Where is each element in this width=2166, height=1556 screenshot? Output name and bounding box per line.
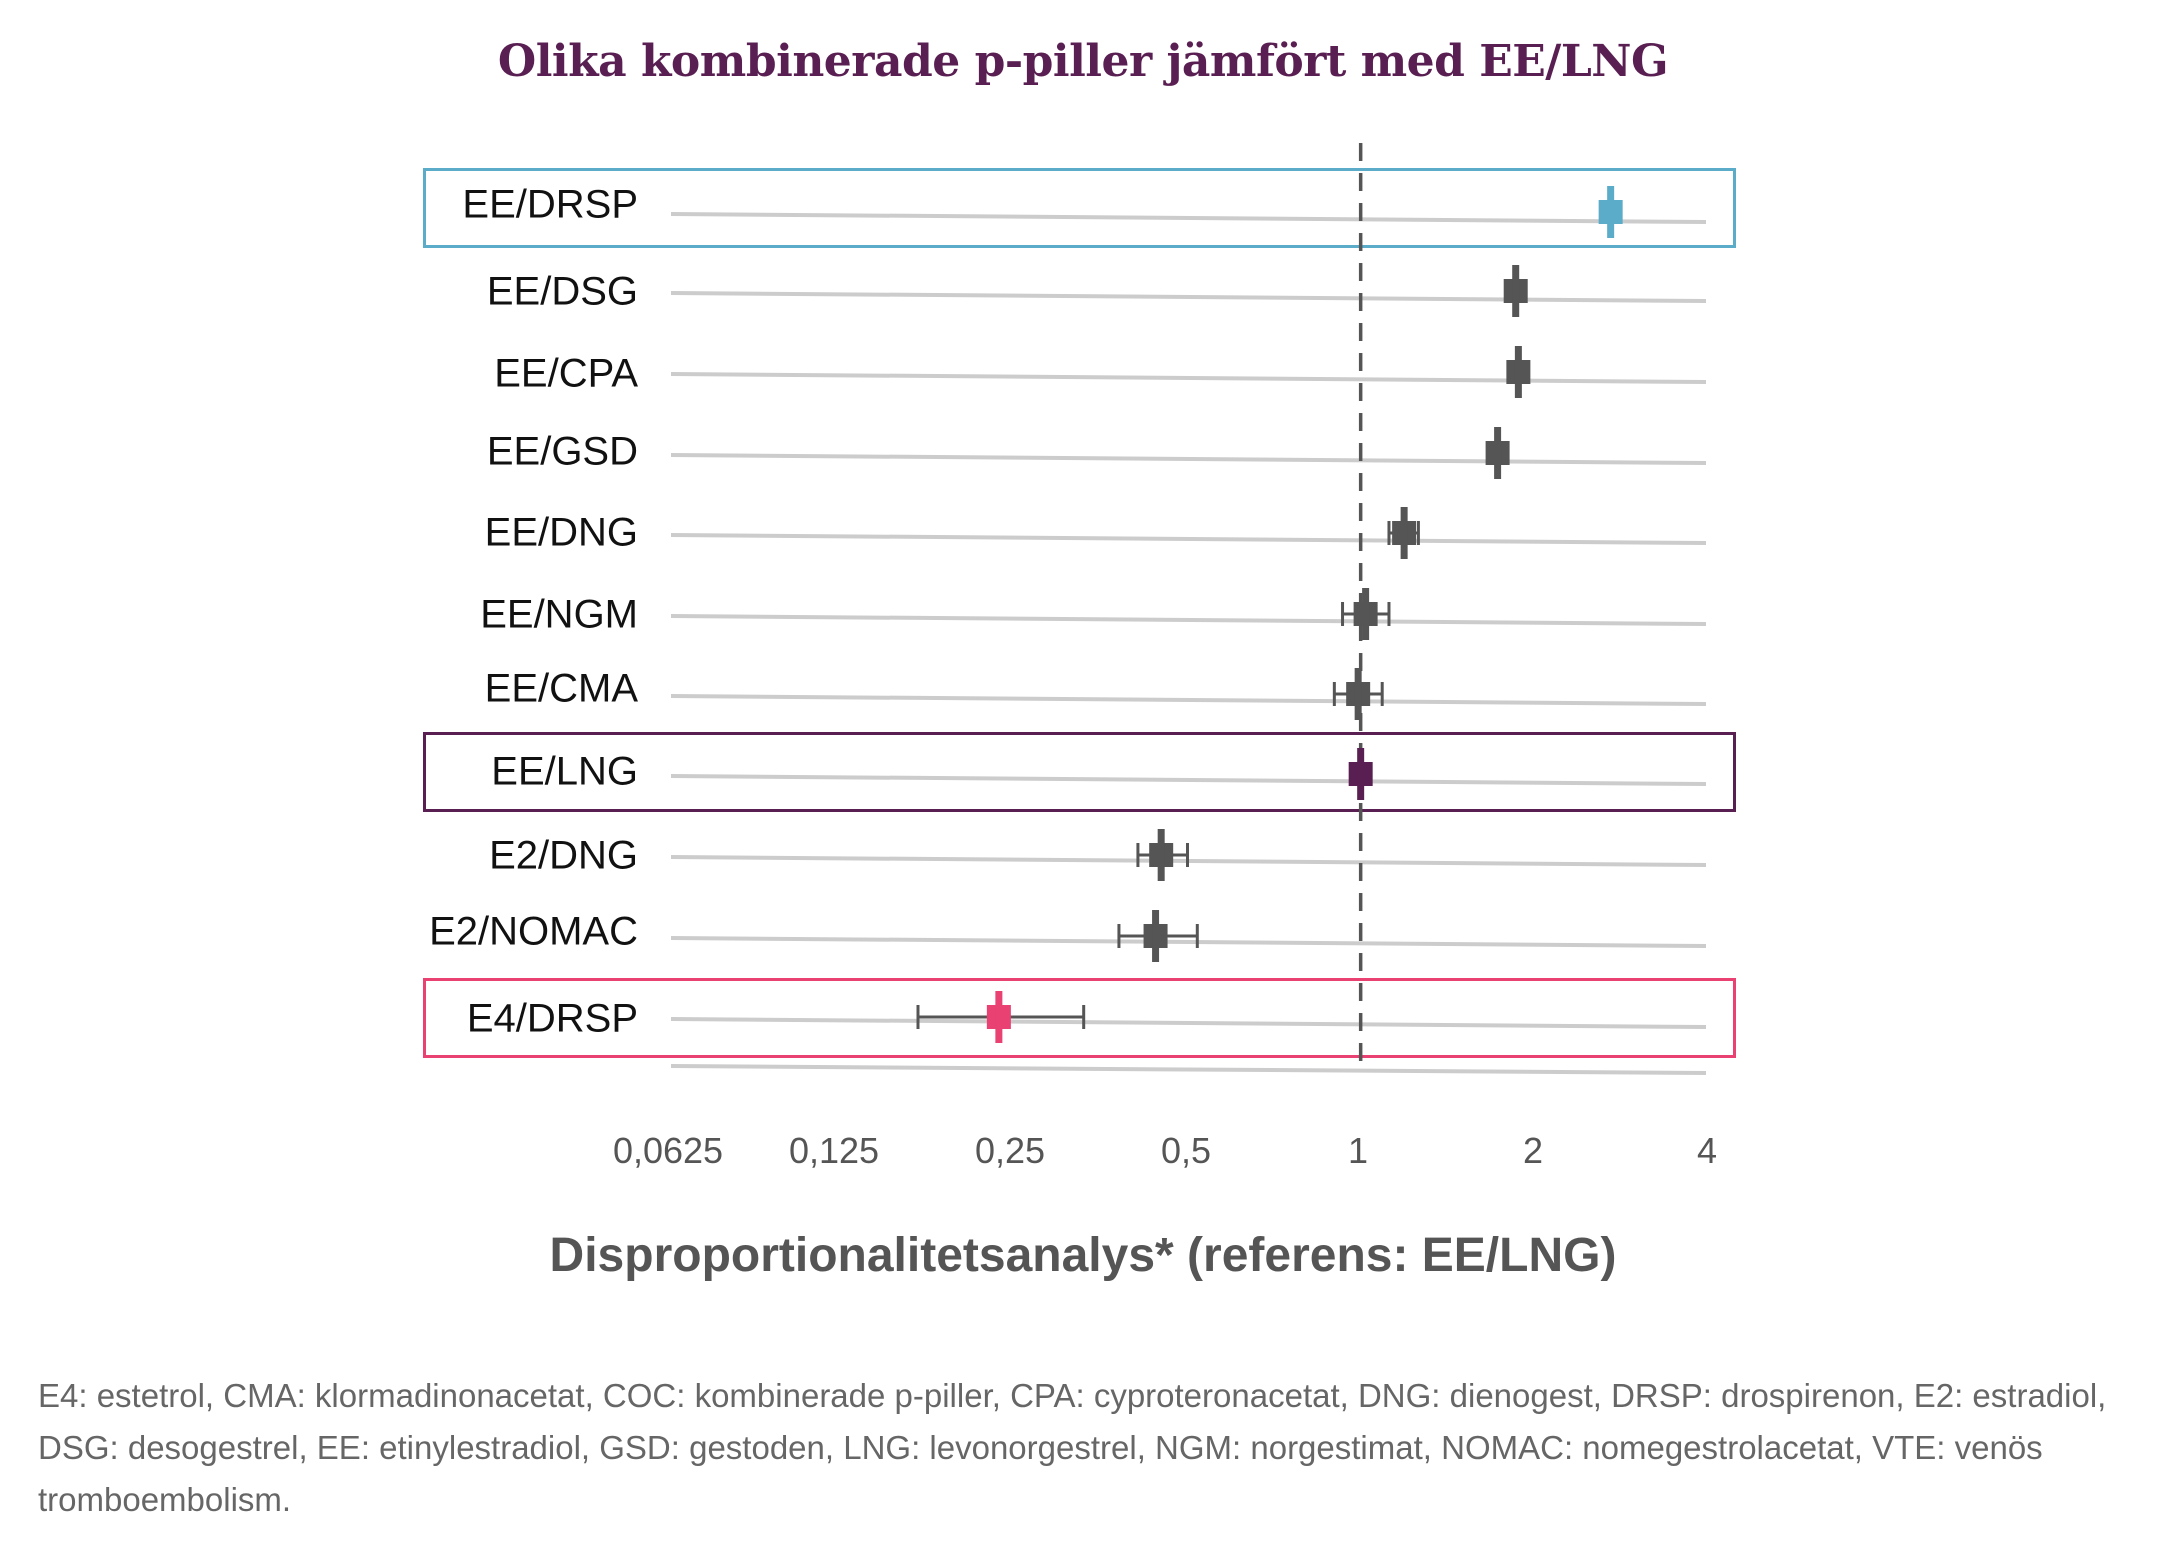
chart-plot-area [670,143,1707,1075]
row-guide-line [670,614,1707,626]
highlight-box-ee-lng [423,732,1736,812]
estimate-marker-bar [1152,910,1160,962]
row-guide-line [670,291,1707,303]
row-label: EE/NGM [480,592,638,637]
footnote: E4: estetrol, CMA: klormadinonacetat, CO… [38,1377,2107,1518]
estimate-marker-bar [1354,668,1362,720]
estimate-marker-bar [1514,346,1522,398]
row-label: EE/LNG [491,749,638,794]
x-tick-label: 4 [1696,1130,1718,1171]
row-guide-line [670,533,1707,545]
row-label: EE/CPA [494,351,638,396]
x-tick-label: 2 [1522,1130,1544,1171]
x-axis-title: Disproportionalitetsanalys* (referens: E… [549,1229,1617,1282]
estimate-marker-bar [1607,186,1615,238]
estimate-marker-bar [1512,265,1520,317]
row-label: E2/DNG [489,833,638,878]
row-label: E4/DRSP [466,996,638,1041]
row-label: EE/DNG [484,510,638,555]
estimate-marker-bar [1357,748,1365,800]
x-tick-label: 0,5 [1160,1130,1212,1171]
forest-plot: EE/DRSP EE/DSG EE/CPA EE/GSD EE/DNG EE/N… [423,143,1736,1075]
x-tick-label: 0,0625 [612,1130,724,1171]
row-label: EE/CMA [484,666,638,711]
row-label: EE/DRSP [462,182,638,227]
x-tick-label: 1 [1347,1130,1369,1171]
x-tick-label: 0,25 [974,1130,1046,1171]
row-guide-line [670,694,1707,706]
estimate-marker-bar [1362,588,1370,640]
row-guide-line [670,936,1707,948]
row-label: E2/NOMAC [429,909,638,954]
estimate-marker-bar [1494,427,1502,479]
estimate-marker-bar [1400,507,1408,559]
row-label: EE/GSD [486,429,638,474]
x-tick-label: 0,125 [788,1130,880,1171]
row-label: EE/DSG [486,269,638,314]
highlight-box-ee-drsp [423,168,1736,248]
chart-title: Olika kombinerade p-piller jämfört med E… [497,36,1669,87]
row-guide-line [670,1017,1707,1029]
row-guide-line [670,212,1707,224]
row-guide-line [670,453,1707,465]
row-guide-line [670,774,1707,786]
baseline-line [670,1064,1707,1075]
estimate-marker-bar [995,991,1003,1043]
estimate-marker-bar [1157,829,1165,881]
highlight-box-e4-drsp [423,978,1736,1058]
row-guide-line [670,372,1707,384]
